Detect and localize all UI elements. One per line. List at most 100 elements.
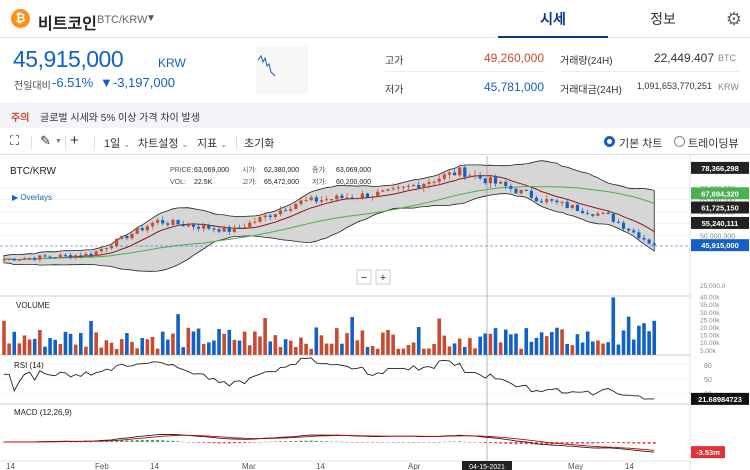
volume-bar [324,343,329,355]
volume-bar [48,338,52,355]
candle [278,210,283,215]
volume-bar [375,348,380,355]
candle [345,197,349,199]
candle [432,181,436,183]
macd-bar [386,442,390,443]
zoom-in-button [375,269,391,285]
macd-bar [627,442,631,444]
chevron-down-icon[interactable]: ▼ [146,13,156,24]
crosshair-icon[interactable]: + [70,132,79,149]
tab-info[interactable]: 정보 [650,11,676,27]
volume-bar [258,336,262,355]
volume-bar [242,331,247,355]
time-tick: Mar [242,462,256,470]
volume-bar [401,348,406,355]
indicators-button[interactable]: 지표 ⌄ [197,135,227,151]
candle [166,223,170,225]
volume-bar [247,345,252,355]
candle [504,181,508,187]
price-chart[interactable]: BTC/KRW ▶ Overlays PRICE: 63,069,000 시가:… [0,156,750,470]
volume-bar [263,318,267,355]
tradingview-label[interactable]: 트레이딩뷰 [688,138,739,150]
macd-bar [340,441,344,443]
volume-bar [212,340,216,355]
candle [381,190,385,192]
toolbar-divider [65,136,66,149]
tradingview-radio[interactable] [674,136,685,147]
macd-bar [412,442,416,443]
volume-axis: 25,000.0 40.00k35.00k30.00k25.00k20.00k15… [700,283,726,355]
chart-settings-button[interactable]: 차트설정 ⌄ [138,135,188,151]
chevron-down-icon: ⌄ [123,140,131,149]
macd-histogram [2,439,656,445]
candle [412,185,416,187]
volume-bar [68,333,73,355]
candle [524,189,528,191]
pencil-icon[interactable]: ✎ [40,133,51,148]
candle [601,212,605,214]
macd-bar [84,441,88,443]
macd-bar [504,442,508,444]
candle [74,255,78,258]
candle [417,185,421,189]
tab-market[interactable]: 시세 [498,0,608,38]
candle [125,235,129,239]
volume-bar [314,327,319,355]
volume-bar [452,343,457,355]
candle [212,228,216,230]
volume-bar [17,343,22,355]
rsi-badge [691,392,749,405]
macd-bar [622,442,626,444]
ohlc-value: 65,472,000 [264,179,299,186]
macd-bar [376,442,380,443]
macd-bar [294,440,298,442]
volume-bar [12,331,17,355]
macd-bar [478,442,482,443]
chart-settings-label: 차트설정 [138,138,179,150]
macd-bar [263,441,267,443]
macd-bar [258,442,262,443]
macd-bar [145,440,149,442]
coin-pair[interactable]: BTC/KRW [97,14,148,26]
candle [161,220,165,224]
ohlc-value: 63,069,000 [336,167,371,174]
macd-bar [110,441,114,442]
candle [652,243,656,246]
candle [555,200,559,203]
reset-button[interactable]: 초기화 [244,138,275,150]
price-badge-label: 67,694,320 [701,189,739,198]
candle [135,228,139,234]
candle [376,191,380,197]
macd-bar [243,442,247,444]
macd-bar [396,442,400,443]
volume-bar [7,343,11,355]
macd-bar [202,442,206,443]
candle [550,199,554,201]
macd-bar [104,441,108,442]
chart-symbol: BTC/KRW [10,166,56,177]
basic-chart-radio[interactable] [604,136,615,147]
interval-select[interactable]: 1일 ⌄ [104,135,130,151]
volume-bar [391,334,395,355]
volume-bar [145,339,150,355]
macd-bar [166,440,170,442]
basic-chart-label[interactable]: 기본 차트 [619,138,663,150]
macd-value: -3.53m [696,448,720,457]
volume-bar [601,343,605,355]
macd-bar [299,440,303,442]
macd-bar [483,442,487,444]
volume-bar [386,329,390,355]
volume-label: VOLUME [16,301,50,310]
price-badge-label: 55,240,111 [702,219,739,228]
macd-bar [422,442,426,443]
candle [330,199,334,201]
volume-tick: 5.00k [700,348,717,355]
candle [632,230,636,233]
chevron-down-icon[interactable]: ▼ [55,138,62,145]
candle [360,193,364,199]
candle [391,188,395,190]
fullscreen-icon[interactable]: ⛶ [10,133,20,148]
gear-icon[interactable]: ⚙ [725,9,743,29]
interval-label: 1일 [104,138,121,150]
price-badge [691,187,749,200]
